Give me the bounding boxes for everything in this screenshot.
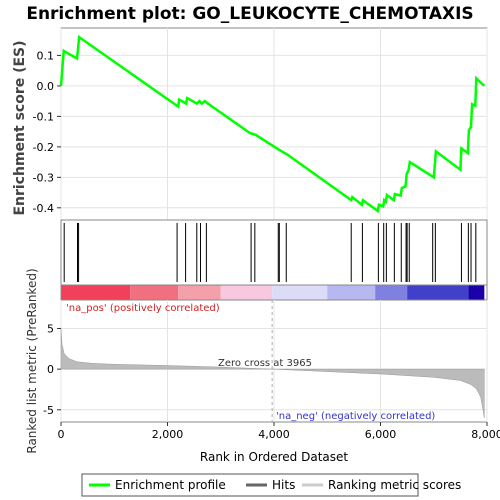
heatmap-segment <box>220 285 273 300</box>
metric-tick-label: -5 <box>43 404 54 417</box>
heatmap-segment <box>272 285 328 300</box>
heatmap-segment <box>468 285 485 300</box>
hits-group <box>63 223 477 282</box>
es-tick-label: 0.1 <box>37 49 55 62</box>
es-tick-label: 0.0 <box>37 80 55 93</box>
x-tick-label: 8,000 <box>471 428 500 441</box>
ranked-metric-area <box>60 328 485 418</box>
chart-title: Enrichment plot: GO_LEUKOCYTE_CHEMOTAXIS <box>26 4 473 24</box>
metric-axis-ticks: 5 0 -5 <box>43 322 61 417</box>
x-tick-label: 4,000 <box>258 428 290 441</box>
heatmap-segment <box>375 285 408 300</box>
ranking-heatmap-bar <box>61 285 485 300</box>
x-tick-label: 2,000 <box>152 428 184 441</box>
x-tick-label: 6,000 <box>365 428 397 441</box>
heatmap-segment <box>61 285 131 300</box>
es-tick-label: -0.3 <box>33 171 54 184</box>
legend-hits-label: Hits <box>272 478 295 492</box>
es-tick-label: -0.1 <box>33 110 54 123</box>
positive-correlation-label: 'na_pos' (positively correlated) <box>66 303 220 314</box>
metric-tick-label: 0 <box>47 363 54 376</box>
es-axis-ticks: 0.1 0.0 -0.1 -0.2 -0.3 -0.4 <box>33 49 61 215</box>
metric-tick-label: 5 <box>47 322 54 335</box>
es-tick-label: -0.4 <box>33 202 54 215</box>
heatmap-segment <box>130 285 179 300</box>
es-axis-label: Enrichment score (ES) <box>12 40 28 215</box>
enrichment-profile-line <box>59 34 486 214</box>
negative-correlation-label: 'na_neg' (negatively correlated) <box>276 411 435 422</box>
heatmap-segment <box>327 285 376 300</box>
x-tick-label: 0 <box>58 428 65 441</box>
legend-profile-label: Enrichment profile <box>115 478 226 492</box>
x-axis-label: Rank in Ordered Dataset <box>200 450 348 464</box>
heatmap-segment <box>407 285 469 300</box>
legend-metric-label: Ranking metric scores <box>328 478 461 492</box>
zero-cross-label: Zero cross at 3965 <box>218 358 312 369</box>
metric-axis-label: Ranked list metric (PreRanked) <box>25 268 39 453</box>
es-tick-label: -0.2 <box>33 141 54 154</box>
hits-panel <box>60 219 488 286</box>
es-grid <box>60 28 488 220</box>
heatmap-segment <box>178 285 221 300</box>
x-axis-ticks: 0 2,000 4,000 6,000 8,000 <box>58 422 500 441</box>
